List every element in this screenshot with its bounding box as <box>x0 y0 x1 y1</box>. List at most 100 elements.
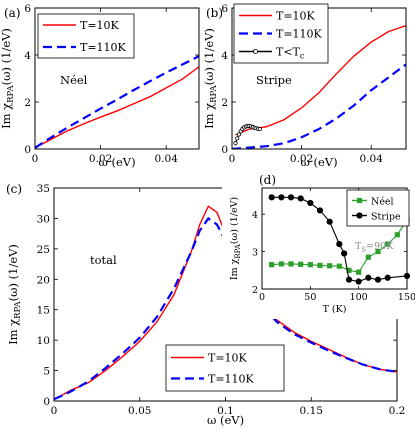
x-tick-label: 0.1 <box>217 405 234 417</box>
data-point <box>297 195 304 202</box>
data-point <box>298 261 304 267</box>
data-point <box>327 263 333 269</box>
text-run: Néel <box>60 73 88 87</box>
text-run: T=110K <box>208 373 255 386</box>
series-line-1 <box>35 55 199 149</box>
subscript: RPA <box>6 85 16 103</box>
x-tick-label: 0.2 <box>389 405 406 417</box>
x-tick-label: 0.02 <box>89 153 112 165</box>
y-tick-label: 10 <box>37 335 50 347</box>
data-point <box>316 207 324 214</box>
text-run: Im χ <box>202 103 216 129</box>
panel-label: (b) <box>206 6 223 20</box>
y-tick-label: 25 <box>37 244 50 256</box>
text-run: T=10K <box>80 19 120 32</box>
data-point <box>235 136 240 141</box>
annotation: Stripe <box>256 73 292 87</box>
x-tick-label: 0.04 <box>155 153 179 165</box>
x-axis-label: ω (eV) <box>300 155 337 169</box>
legend-label-0: Néel <box>371 197 394 208</box>
panel-label: (c) <box>6 182 22 196</box>
y-tick-label: 30 <box>37 213 50 225</box>
text-run: Stripe <box>371 212 401 223</box>
x-tick-label: 0.15 <box>300 405 323 417</box>
data-point <box>374 276 382 283</box>
legend-label-1: Stripe <box>371 212 401 223</box>
subscript: c <box>300 52 305 61</box>
x-tick-label: 0 <box>259 292 265 303</box>
panel-label: (d) <box>259 173 276 187</box>
subscript: RPA <box>209 85 219 103</box>
data-point <box>269 262 275 268</box>
text-run: T=10K <box>208 352 248 365</box>
legend-box <box>233 3 329 64</box>
subscript: RPA <box>13 301 23 319</box>
x-tick-label: 150 <box>398 292 415 303</box>
data-point <box>345 276 353 283</box>
series-line-0 <box>54 205 397 400</box>
data-point <box>356 269 362 275</box>
y-tick-label: 3 <box>252 248 258 259</box>
data-point <box>394 232 400 238</box>
data-point <box>287 194 295 201</box>
panel-b: 0 0.02 0.04 0 2 4 6 ω (eV) Im χRPA(ω) (1/eV) (b) S… <box>202 3 407 169</box>
data-point <box>268 194 275 201</box>
data-point <box>385 241 391 247</box>
x-tick-label: 0.02 <box>290 153 313 165</box>
text-run: Im χ <box>6 319 20 345</box>
y-axis-label: Im χRPA(ω) (1/eV) <box>0 28 16 129</box>
y-tick-label: 4 <box>252 210 258 221</box>
y-tick-label: 4 <box>221 50 228 62</box>
y-axis-label: Im χRPA(ω) (1/eV) <box>202 28 219 129</box>
data-point <box>257 126 262 132</box>
text-run: (ω) (1/eV) <box>202 28 216 85</box>
y-tick-label: 6 <box>24 3 31 15</box>
axes-frame <box>261 187 408 290</box>
y-tick-label: 6 <box>221 3 228 15</box>
data-point <box>278 194 285 201</box>
text-run: (ω) (1/eV) <box>6 244 20 301</box>
text-run: Néel <box>371 197 394 208</box>
text-run: total <box>90 253 117 267</box>
y-tick-label: 0 <box>24 144 31 156</box>
text-run: Im χ <box>0 103 13 129</box>
text-run: (ω) (1/eV) <box>229 197 240 244</box>
axes-frame <box>34 7 200 150</box>
x-tick-label: 0.05 <box>128 405 151 417</box>
legend-box <box>165 344 285 392</box>
annotation: Néel <box>60 73 88 87</box>
legend-label-0: T=10K <box>276 10 316 23</box>
text-run: Stripe <box>256 73 292 87</box>
series-line-1 <box>232 63 406 149</box>
y-axis-label: Im χRPA(ω) (1/eV) <box>6 244 23 345</box>
data-point <box>233 141 238 146</box>
x-tick-label: 0 <box>51 405 58 417</box>
y-tick-label: 2 <box>24 97 31 109</box>
text-run: Im χ <box>229 258 240 280</box>
y-tick-label: 20 <box>37 274 50 286</box>
legend-label-0: T=10K <box>80 19 120 32</box>
data-point <box>375 248 381 255</box>
text-run: T <box>355 241 362 252</box>
annotation: total <box>90 253 117 267</box>
x-axis-label: T (K) <box>323 304 347 315</box>
text-run: T=10K <box>276 10 316 23</box>
legend-box <box>37 13 135 59</box>
y-tick-label: 35 <box>37 183 50 195</box>
data-point <box>336 263 342 269</box>
data-point <box>317 262 323 269</box>
data-point <box>288 261 294 267</box>
panel-label: (a) <box>4 6 21 20</box>
data-point <box>346 267 352 273</box>
data-point <box>341 250 348 257</box>
legend-label-1: T=110K <box>80 41 127 54</box>
x-tick-label: 0 <box>229 153 236 165</box>
y-tick-label: 5 <box>43 366 50 378</box>
x-axis-label: ω (eV) <box>98 155 135 169</box>
legend-box <box>346 189 410 227</box>
legend-marker <box>253 49 258 54</box>
x-axis-label: ω (eV) <box>207 413 244 427</box>
data-point <box>326 218 333 225</box>
y-axis-label: Im χRPA(ω) (1/eV) <box>229 197 242 280</box>
